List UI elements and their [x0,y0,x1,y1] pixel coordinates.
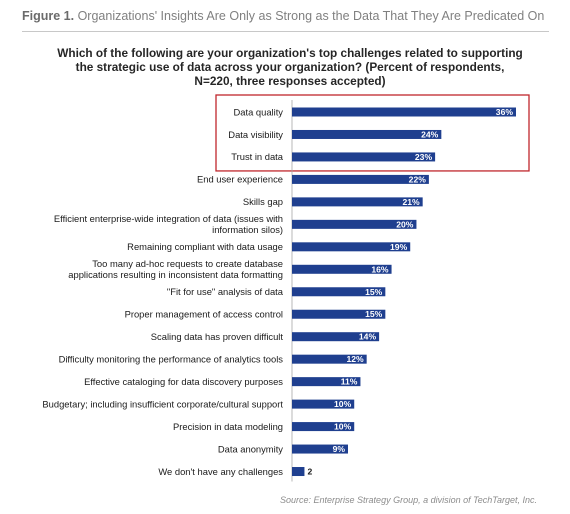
bar [292,354,367,364]
category-label: Effective cataloging for data discovery … [84,376,283,387]
source-note: Source: Enterprise Strategy Group, a div… [280,495,537,505]
bar [292,399,355,409]
bar [292,174,429,184]
category-label: Proper management of access control [125,309,283,320]
bar-value-label: 23% [415,152,433,162]
category-label-line: Efficient enterprise-wide integration of… [54,213,283,224]
bar [292,129,442,139]
bar [292,444,348,454]
category-label-line: applications resulting in inconsistent d… [68,269,283,280]
category-label: Difficulty monitoring the performance of… [59,353,284,364]
bar [292,264,392,274]
category-label: Data visibility [228,129,283,140]
category-label: Remaining compliant with data usage [127,241,283,252]
category-label-line: Difficulty monitoring the performance of… [59,353,284,364]
bar [292,219,417,229]
bar [292,107,516,117]
category-label: Precision in data modeling [173,421,283,432]
bar [292,332,380,342]
bar-value-label: 10% [334,422,352,432]
bar [292,422,355,432]
bar-value-label: 21% [402,197,420,207]
figure-label: Figure 1. [22,9,75,23]
category-label: Data anonymity [218,443,283,454]
caption-divider [22,31,549,32]
bar-value-label: 22% [409,174,427,184]
category-label-line: Precision in data modeling [173,421,283,432]
category-label: We don't have any challenges [158,466,283,477]
category-label-line: Data anonymity [218,443,283,454]
bar [292,287,386,297]
bar [292,152,436,162]
category-label-line: Too many ad-hoc requests to create datab… [92,258,283,269]
category-label-line: information silos) [212,224,283,235]
figure-caption: Figure 1. Organizations' Insights Are On… [22,9,544,23]
category-label-line: Scaling data has proven difficult [151,331,284,342]
bar [292,467,305,477]
bar [292,309,386,319]
category-label-line: Remaining compliant with data usage [127,241,283,252]
category-label-line: Budgetary; including insufficient corpor… [42,398,283,409]
bar-value-label: 19% [390,242,408,252]
bar-value-label: 15% [365,309,383,319]
bar-value-label: 9% [333,444,346,454]
category-label: Budgetary; including insufficient corpor… [42,398,283,409]
highlight-box [215,94,530,172]
category-label: Too many ad-hoc requests to create datab… [68,258,283,280]
category-label: End user experience [197,174,283,185]
bar [292,377,361,387]
bar-value-label: 14% [359,332,377,342]
category-label-line: "Fit for use" analysis of data [167,286,284,297]
figure-caption-text: Organizations' Insights Are Only as Stro… [77,9,545,23]
category-label-line: Data quality [233,106,283,117]
category-label-line: Effective cataloging for data discovery … [84,376,283,387]
category-label-line: Skills gap [243,196,283,207]
category-label-line: Trust in data [231,151,284,162]
category-label: Data quality [233,106,283,117]
category-label-line: Proper management of access control [125,309,283,320]
category-label: Efficient enterprise-wide integration of… [54,213,283,235]
category-label: Scaling data has proven difficult [151,331,284,342]
bar-value-label: 20% [396,219,414,229]
bar-value-label: 16% [371,264,389,274]
bar [292,197,423,207]
bar-value-label: 36% [496,107,514,117]
category-label: Skills gap [243,196,283,207]
category-label: Trust in data [231,151,284,162]
bar-value-label: 10% [334,399,352,409]
bar-value-label: 2 [307,467,312,477]
bar-value-label: 12% [346,354,364,364]
bar-value-label: 11% [341,377,358,387]
chart-title: Which of the following are your organiza… [57,46,523,88]
category-label-line: Data visibility [228,129,283,140]
bar-value-label: 24% [421,129,439,139]
bar-value-label: 15% [365,287,383,297]
category-label: "Fit for use" analysis of data [167,286,284,297]
bar [292,242,411,252]
category-label-line: End user experience [197,174,283,185]
category-label-line: We don't have any challenges [158,466,283,477]
